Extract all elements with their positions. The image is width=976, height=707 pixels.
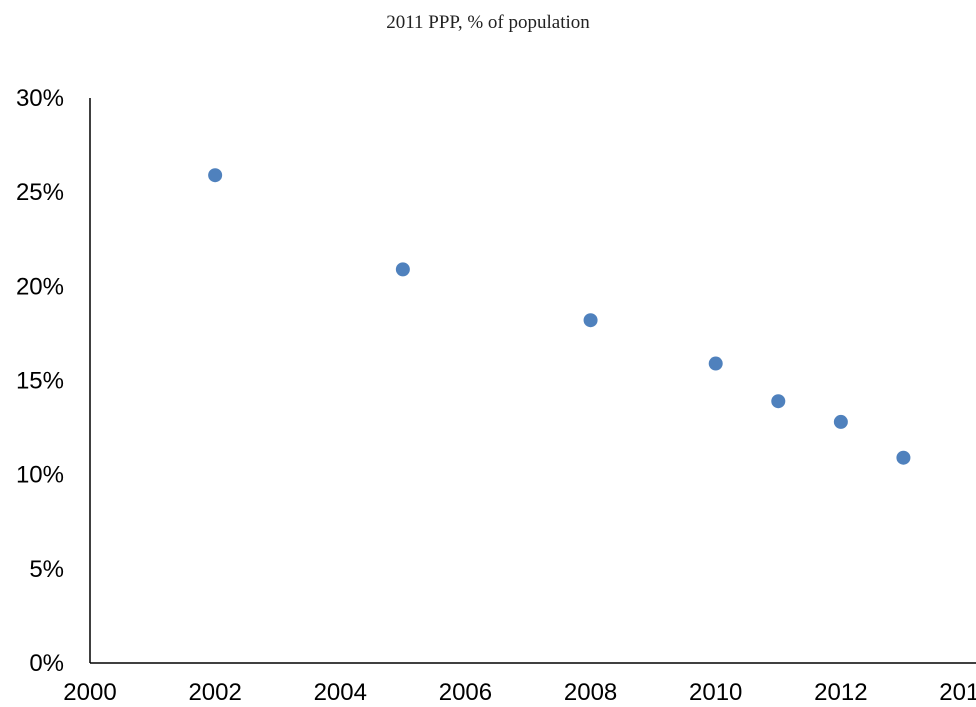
y-axis-ticks: 0% 5% 10% 15% 20% 25% 30% [16,85,64,677]
x-tick-label: 2000 [63,679,116,706]
data-point [896,450,911,465]
axes [89,98,976,664]
x-tick-label: 2004 [314,679,367,706]
chart-title: 2011 PPP, % of population [386,12,590,33]
data-points [208,168,911,465]
y-tick-label: 20% [16,273,64,300]
x-tick-label: 2008 [564,679,617,706]
y-tick-label: 25% [16,179,64,206]
y-tick-label: 15% [16,368,64,395]
y-tick-label: 5% [29,556,64,583]
x-tick-label: 2012 [814,679,867,706]
data-point [395,262,410,277]
x-axis-ticks: 2000 2002 2004 2006 2008 2010 2012 2014 [63,679,976,706]
x-tick-label: 2002 [188,679,241,706]
x-tick-label: 2014 [939,679,976,706]
y-tick-label: 10% [16,462,64,489]
x-tick-label: 2006 [439,679,492,706]
data-point [833,414,848,429]
data-point [708,356,723,371]
data-point [583,313,598,328]
data-point [208,168,223,183]
x-tick-label: 2010 [689,679,742,706]
y-tick-label: 30% [16,85,64,112]
data-point [771,394,786,409]
y-tick-label: 0% [29,650,64,677]
